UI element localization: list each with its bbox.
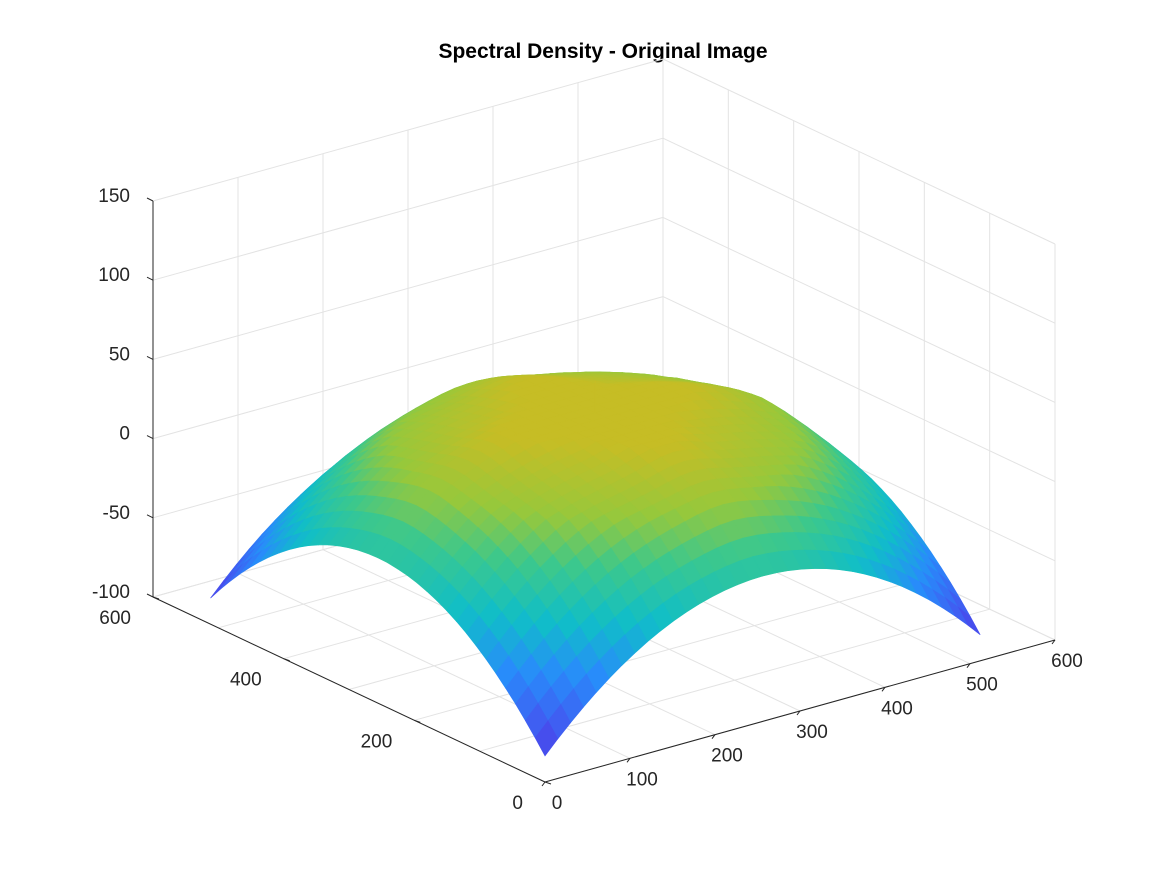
chart-title: Spectral Density - Original Image	[438, 40, 767, 63]
grid-line	[662, 296, 1056, 483]
grid-line	[414, 577, 925, 721]
grid-line	[152, 296, 664, 440]
y-tick-label: 400	[230, 670, 262, 691]
z-tick-mark	[146, 197, 154, 202]
grid-line	[152, 216, 664, 360]
y-tick-mark	[283, 658, 290, 662]
x-tick-mark	[1051, 639, 1056, 645]
x-tick-mark	[796, 710, 801, 716]
x-tick-label: 300	[796, 722, 828, 743]
z-tick-mark	[146, 593, 154, 598]
z-tick-mark	[146, 514, 154, 519]
z-tick-label: 0	[119, 424, 130, 445]
x-tick-label: 0	[552, 793, 563, 814]
x-tick-label: 400	[881, 698, 913, 719]
surface-patch	[957, 606, 981, 636]
z-tick-label: -50	[103, 503, 130, 524]
z-tick-mark	[146, 435, 154, 440]
grid-line	[152, 58, 664, 202]
axis-layer	[146, 197, 1056, 787]
x-tick-mark	[966, 663, 971, 669]
x-tick-label: 500	[966, 675, 998, 696]
z-tick-label: 50	[109, 344, 130, 365]
x-tick-mark	[541, 781, 546, 787]
x-tick-label: 100	[626, 769, 658, 790]
grid-line	[662, 137, 1056, 324]
z-tick-mark	[146, 355, 154, 360]
x-tick-label: 600	[1051, 651, 1083, 672]
surface-patch	[220, 563, 244, 590]
x-tick-label: 200	[711, 746, 743, 767]
surface-patch	[534, 720, 559, 757]
x-tick-mark	[711, 734, 716, 740]
y-tick-mark	[414, 719, 421, 723]
grid-line	[152, 137, 664, 281]
surface-layer	[210, 371, 981, 757]
tick-labels: 0 100 200 300 400 500 600 0 200 400 600 -100 -50 0 50 1…	[92, 186, 1083, 814]
y-tick-label: 0	[512, 793, 523, 814]
z-tick-label: 100	[98, 265, 130, 286]
z-tick-label: -100	[92, 582, 130, 603]
y-tick-mark	[152, 596, 160, 600]
x-tick-mark	[881, 686, 886, 692]
x-tick-mark	[626, 757, 631, 763]
z-tick-label: 150	[98, 186, 130, 207]
z-tick-mark	[146, 276, 154, 281]
y-tick-label: 600	[99, 608, 131, 629]
y-axis-line	[152, 596, 546, 783]
y-tick-mark	[544, 781, 552, 785]
surface-patch	[210, 571, 234, 599]
grid-line	[662, 58, 1056, 245]
y-tick-label: 200	[361, 731, 393, 752]
grid-line	[662, 216, 1056, 403]
